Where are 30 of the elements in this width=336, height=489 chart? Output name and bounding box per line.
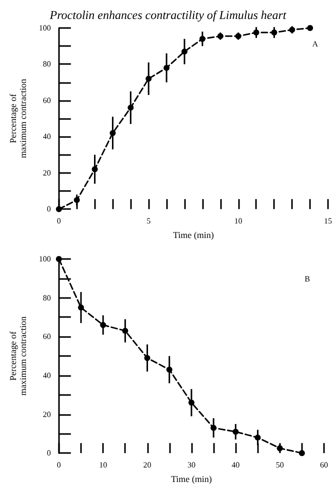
y-tick-label: 0 (46, 448, 51, 458)
x-tick-label: 0 (56, 460, 61, 470)
y-tick-label: 100 (38, 24, 51, 32)
y-tick-label: 40 (42, 132, 51, 142)
y-tick-label: 40 (42, 370, 51, 380)
y-tick-label: 60 (42, 332, 51, 342)
y-tick-label: 80 (42, 60, 51, 69)
y-tick-label: 80 (42, 293, 51, 302)
x-axis-title: Time (min) (170, 474, 212, 484)
x-tick-label: 30 (187, 460, 196, 470)
x-tick-label: 15 (324, 216, 332, 226)
y-tick-label: 20 (42, 168, 51, 178)
y-axis-title: Percentage of maximum contraction (8, 316, 28, 396)
x-tick-label: 5 (146, 216, 151, 226)
x-tick-label: 20 (143, 460, 152, 470)
y-tick-label: 0 (46, 204, 51, 214)
chart-title: Proctolin enhances contractility of Limulus heart (48, 8, 287, 22)
annotation: B (304, 274, 310, 284)
x-tick-label: 0 (56, 216, 61, 226)
annotation: A (312, 40, 318, 48)
y-tick-label: 60 (42, 96, 51, 105)
y-axis-title: Percentage of maximum contraction (8, 78, 28, 158)
y-tick-label: 20 (42, 410, 51, 419)
x-axis-title: Time (min) (172, 230, 214, 240)
x-tick-label: 40 (232, 460, 240, 470)
y-tick-label: 100 (38, 254, 51, 264)
x-tick-label: 50 (276, 460, 284, 470)
x-tick-label: 10 (234, 216, 242, 226)
x-tick-label: 60 (320, 460, 328, 470)
x-tick-label: 10 (99, 460, 108, 470)
